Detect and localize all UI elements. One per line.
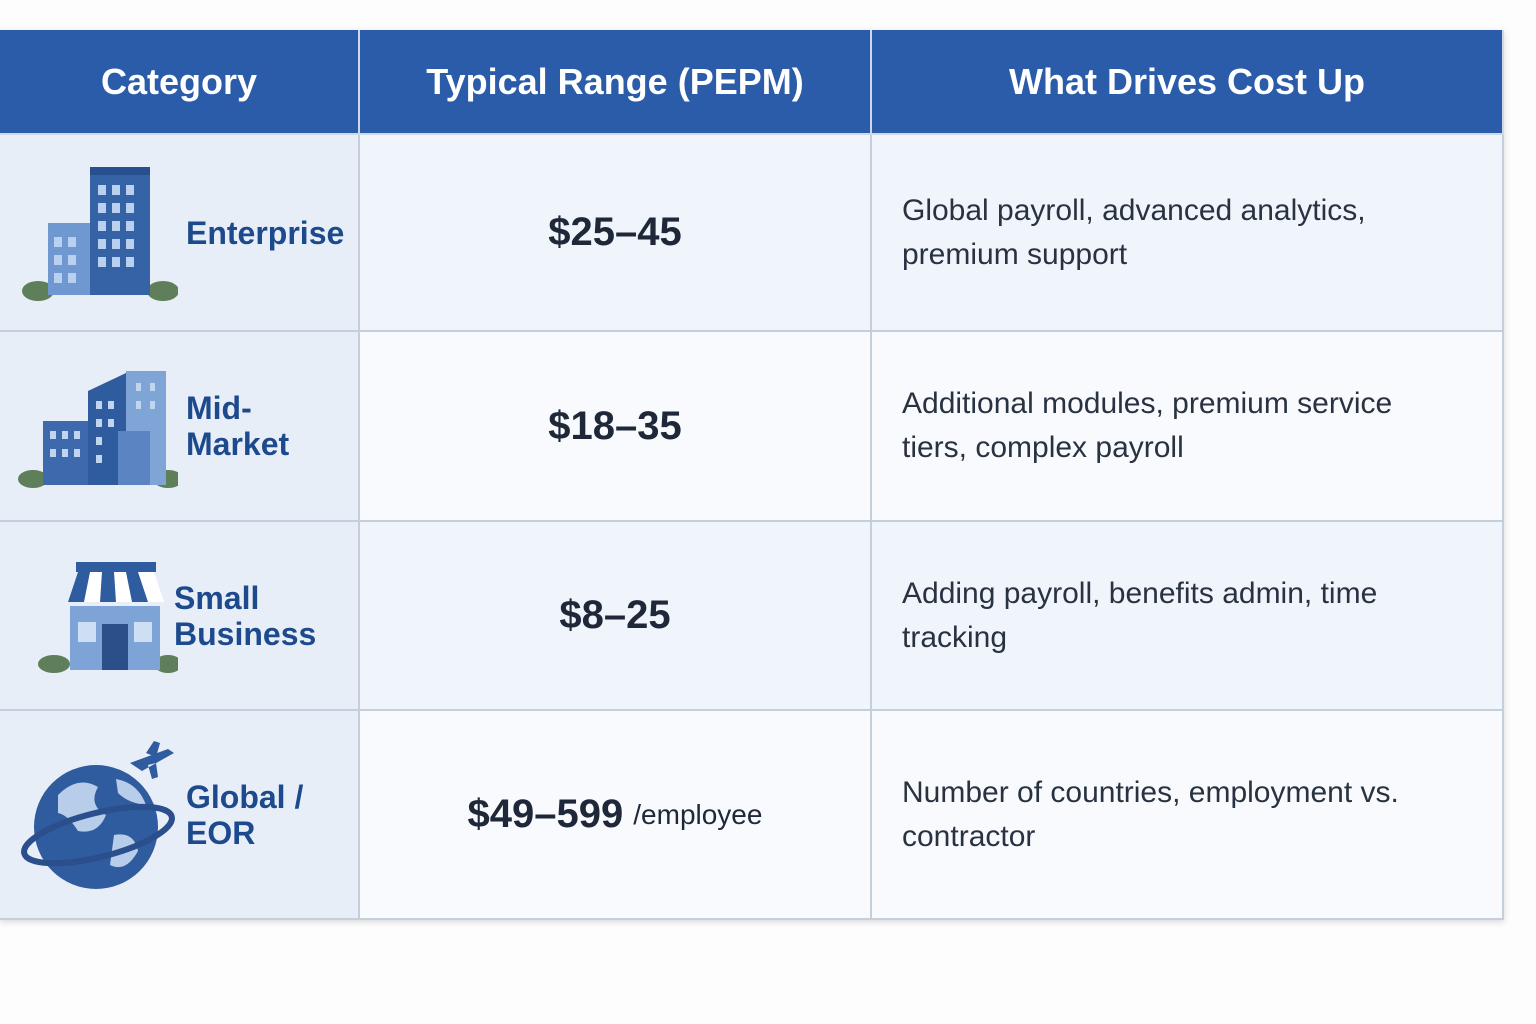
category-cell: Enterprise: [0, 135, 360, 332]
price-range: $18–35: [548, 403, 682, 448]
category-label: Enterprise: [186, 214, 345, 251]
range-cell: $49–599 /employee: [360, 711, 872, 920]
category-label: Small Business: [174, 579, 317, 652]
category-label: Global / EOR: [186, 778, 304, 851]
category-cell: Small Business: [0, 522, 360, 711]
shop-icon: [38, 561, 178, 673]
drivers-cell: Global payroll, advanced analytics, prem…: [872, 135, 1504, 332]
enterprise-icon: [22, 166, 178, 301]
header-cell: Category: [0, 30, 360, 135]
header-cell: Typical Range (PEPM): [360, 30, 872, 135]
category-label: Mid-Market: [186, 390, 290, 462]
mid-market-icon: [18, 371, 178, 488]
globe-icon: [21, 740, 175, 889]
price-range: $25–45: [548, 210, 682, 254]
price-range: $8–25: [559, 593, 671, 637]
range-cell: $8–25: [360, 522, 872, 711]
pricing-table: Category Typical Range (PEPM) What Drive…: [0, 30, 1504, 920]
drivers-text: Additional modules, premium service tier…: [902, 387, 1393, 464]
price-range: $49–599: [467, 792, 624, 836]
drivers-cell: Adding payroll, benefits admin, time tra…: [872, 522, 1504, 711]
range-cell: $18–35: [360, 332, 872, 522]
drivers-text: Number of countries, employment vs. cont…: [902, 775, 1399, 853]
drivers-text: Global payroll, advanced analytics, prem…: [902, 193, 1366, 271]
category-cell: Mid-Market: [0, 332, 360, 522]
drivers-cell: Number of countries, employment vs. cont…: [872, 711, 1504, 920]
range-cell: $25–45: [360, 135, 872, 332]
header-cell: What Drives Cost Up: [872, 30, 1504, 135]
price-unit: /employee: [633, 798, 763, 830]
category-cell: Global / EOR: [0, 711, 360, 920]
drivers-cell: Additional modules, premium service tier…: [872, 332, 1504, 522]
drivers-text: Adding payroll, benefits admin, time tra…: [902, 576, 1378, 654]
